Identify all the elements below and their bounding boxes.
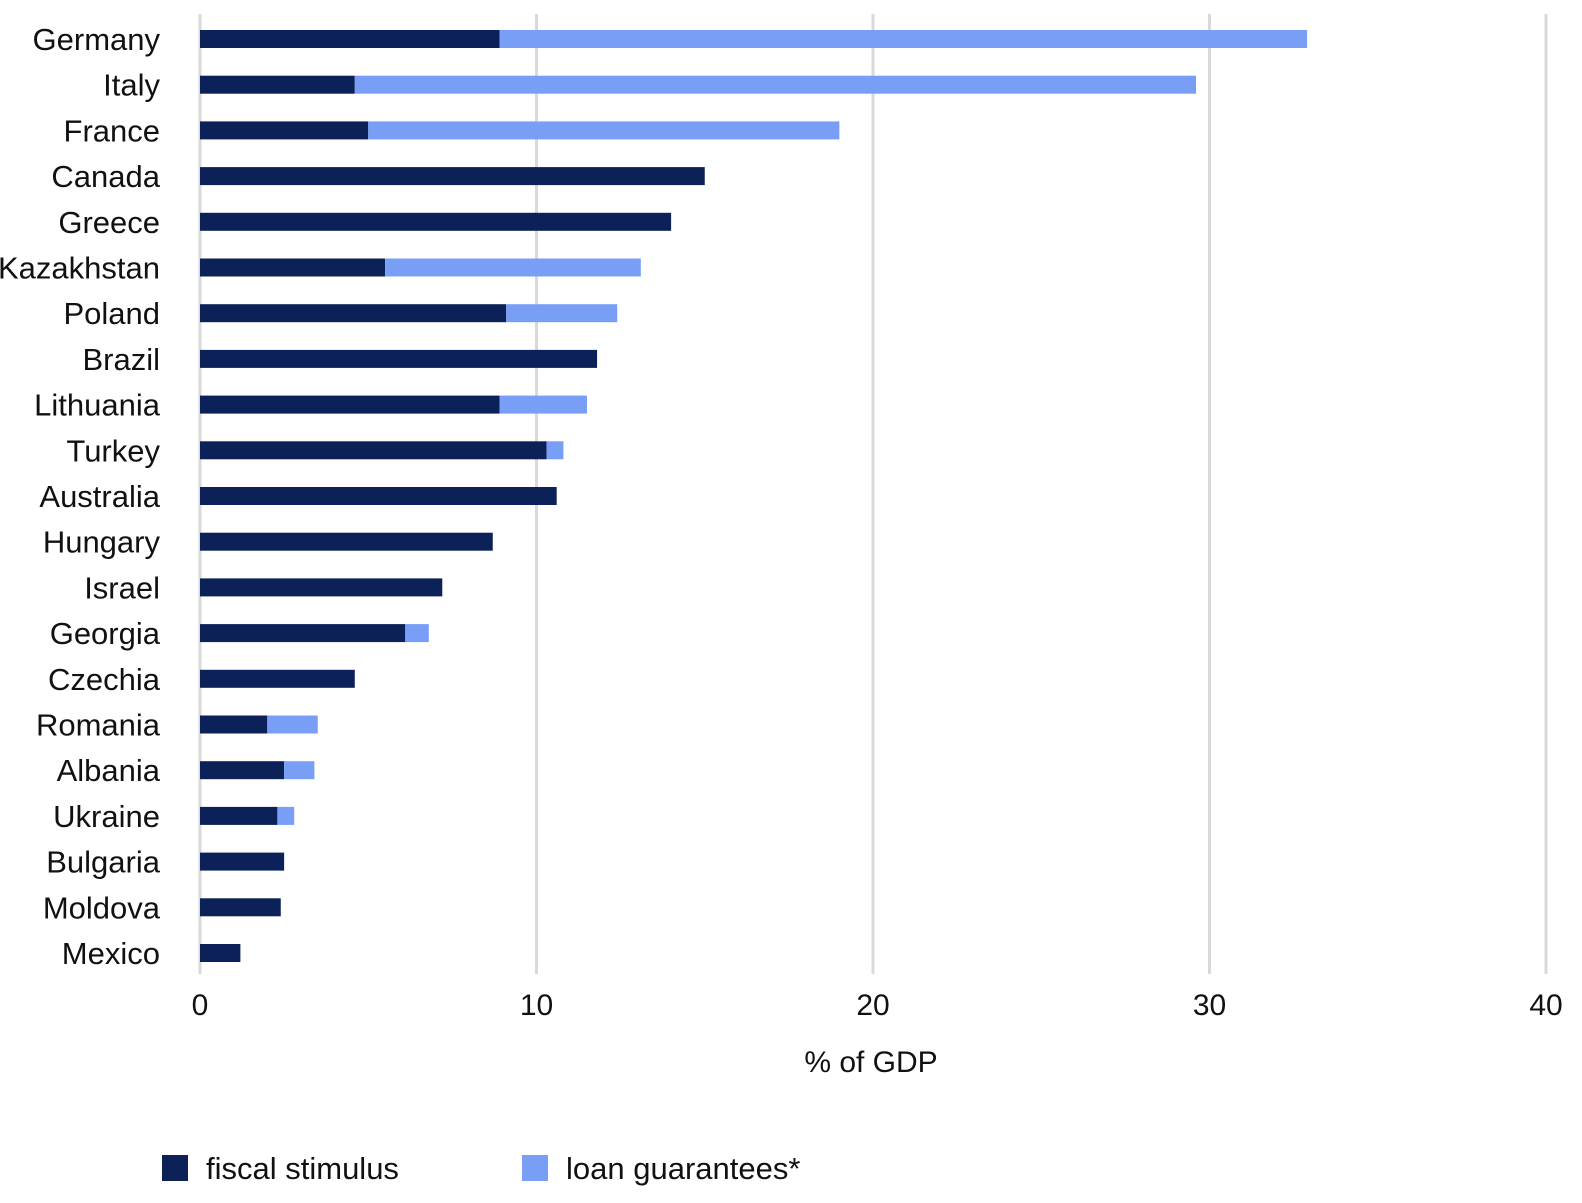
bar-loan-guarantees [277, 806, 295, 825]
x-tick-label: 20 [856, 989, 889, 1022]
bar-fiscal-stimulus [200, 167, 705, 186]
category-label: Romania [36, 708, 161, 743]
category-labels: Germany Italy France Canada Greece Kazakhstan… [0, 22, 161, 971]
bar-fiscal-stimulus [200, 669, 355, 688]
category-label: France [64, 113, 160, 148]
category-label: Germany [33, 22, 161, 57]
bar-loan-guarantees [368, 121, 840, 140]
category-label: Italy [103, 68, 160, 103]
category-label: Georgia [50, 616, 161, 651]
category-label: Czechia [48, 662, 161, 697]
bar-fiscal-stimulus [200, 532, 493, 551]
bar-fiscal-stimulus [200, 349, 598, 368]
legend: fiscal stimulus loan guarantees* [162, 1151, 800, 1186]
bar-fiscal-stimulus [200, 715, 268, 734]
category-label: Kazakhstan [0, 251, 160, 286]
bars [200, 30, 1308, 962]
bar-fiscal-stimulus [200, 487, 557, 505]
legend-label: loan guarantees* [566, 1151, 800, 1186]
bar-fiscal-stimulus [200, 304, 507, 323]
bar-fiscal-stimulus [200, 624, 406, 643]
bar-fiscal-stimulus [200, 806, 278, 825]
bar-fiscal-stimulus [200, 75, 355, 94]
bar-fiscal-stimulus [200, 761, 285, 780]
category-label: Australia [39, 479, 160, 514]
bar-loan-guarantees [267, 715, 318, 734]
bar-fiscal-stimulus [200, 212, 672, 231]
x-tick-labels: 0 10 20 30 40 [192, 989, 1563, 1022]
bar-loan-guarantees [385, 258, 641, 277]
bar-loan-guarantees [354, 75, 1197, 94]
category-label: Hungary [43, 525, 161, 560]
bar-loan-guarantees [499, 30, 1308, 48]
bar-fiscal-stimulus [200, 898, 281, 917]
category-label: Bulgaria [46, 845, 160, 880]
bar-fiscal-stimulus [200, 441, 547, 460]
x-axis-title: % of GDP [804, 1046, 937, 1079]
bar-loan-guarantees [499, 395, 587, 414]
category-label: Albania [57, 753, 161, 788]
category-label: Mexico [62, 936, 160, 971]
bar-fiscal-stimulus [200, 395, 500, 414]
bar-loan-guarantees [284, 761, 315, 780]
legend-swatch [522, 1155, 548, 1181]
bar-fiscal-stimulus [200, 852, 285, 871]
bar-fiscal-stimulus [200, 578, 443, 597]
category-label: Lithuania [34, 388, 161, 423]
category-label: Brazil [82, 342, 160, 377]
x-tick-label: 0 [192, 989, 209, 1022]
category-label: Moldova [43, 890, 161, 925]
category-label: Canada [51, 159, 160, 194]
category-label: Turkey [66, 433, 160, 468]
category-label: Israel [84, 570, 160, 605]
bar-loan-guarantees [405, 624, 429, 643]
category-label: Poland [63, 296, 160, 331]
bar-fiscal-stimulus [200, 258, 386, 277]
bar-loan-guarantees [546, 441, 564, 460]
bar-fiscal-stimulus [200, 121, 369, 140]
bar-fiscal-stimulus [200, 30, 500, 48]
bar-fiscal-stimulus [200, 944, 241, 962]
x-tick-label: 10 [520, 989, 553, 1022]
bar-loan-guarantees [506, 304, 618, 323]
x-tick-label: 30 [1193, 989, 1226, 1022]
legend-label: fiscal stimulus [206, 1151, 399, 1186]
category-label: Ukraine [53, 799, 160, 834]
legend-swatch [162, 1155, 188, 1181]
x-tick-label: 40 [1529, 989, 1562, 1022]
category-label: Greece [58, 205, 160, 240]
